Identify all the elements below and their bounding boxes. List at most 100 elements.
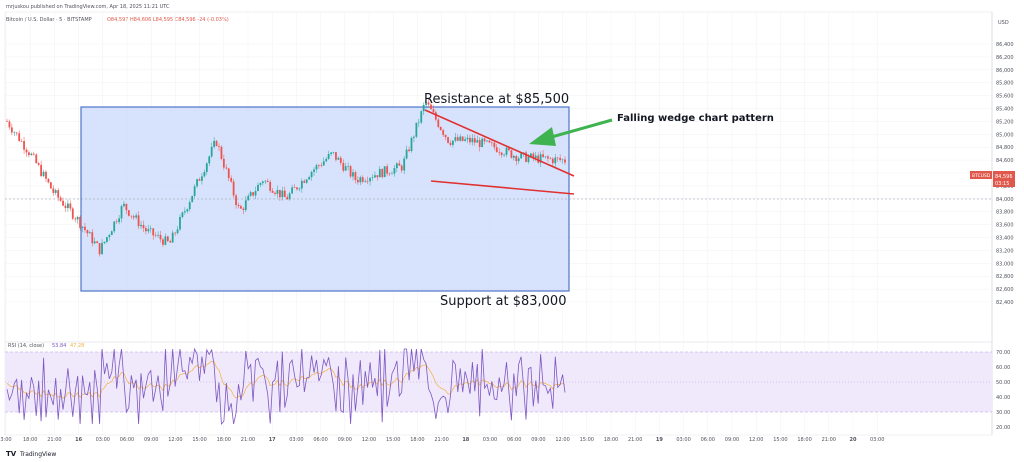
candle-body [108, 235, 111, 238]
candle-body [547, 156, 549, 159]
candle-body [537, 155, 540, 163]
candle-body [198, 179, 201, 181]
candle-body [186, 209, 189, 212]
price-tick-label: 83,200 [996, 248, 1014, 254]
candle-body [478, 140, 481, 148]
candle-body [403, 158, 406, 171]
candle-body [57, 190, 60, 198]
candle-body [508, 147, 510, 151]
candle-body [398, 163, 401, 166]
candle-body [28, 152, 30, 156]
candle-body [84, 226, 86, 231]
candle-body [447, 137, 449, 143]
candle-body [247, 195, 250, 201]
wedge-label: Falling wedge chart pattern [617, 113, 774, 124]
candlestick-series [6, 98, 566, 257]
candle-body [486, 140, 488, 142]
candle-body [266, 180, 269, 182]
price-tick-label: 85,000 [996, 132, 1014, 138]
candle-body [317, 165, 320, 166]
candle-body [135, 215, 138, 218]
candle-body [544, 156, 547, 158]
candle-body [430, 104, 432, 110]
candle-body [539, 154, 542, 163]
footer-brand: TradingView [19, 451, 56, 458]
candle-body [500, 152, 503, 155]
publisher-info: mrjuskou published on TradingView.com, A… [6, 4, 170, 10]
time-tick-label: 21:00 [241, 437, 255, 443]
candle-body [556, 157, 559, 159]
wedge-upper-line[interactable] [424, 109, 575, 177]
candle-body [86, 230, 89, 234]
candle-body [400, 165, 403, 171]
candle-body [62, 200, 64, 206]
candle-body [174, 232, 177, 234]
price-tick-label: 84,000 [996, 197, 1014, 203]
candle-body [271, 190, 274, 193]
candle-body [169, 241, 172, 243]
candle-body [456, 137, 459, 141]
candle-body [352, 172, 354, 177]
candle-body [218, 145, 220, 147]
candle-body [123, 203, 125, 207]
candle-body [442, 130, 445, 135]
time-tick-label: 06:00 [313, 437, 327, 443]
rsi-axis: 70.00 60.00 50.00 40.00 30.00 20.00 [996, 350, 1010, 431]
symbol-badge [970, 171, 992, 179]
time-tick-label: 06:00 [120, 437, 134, 443]
candle-body [471, 138, 474, 143]
candle-body [339, 157, 342, 163]
candle-body [47, 178, 50, 183]
time-tick-label: 18:00 [604, 437, 618, 443]
candle-body [23, 141, 25, 150]
time-tick-label: 12:00 [749, 437, 763, 443]
time-tick-label: 03:00 [96, 437, 110, 443]
wedge-lower-line[interactable] [430, 180, 575, 195]
candle-body [274, 192, 276, 194]
candle-body [364, 181, 367, 182]
candle-body [427, 102, 430, 105]
candle-body [140, 224, 142, 227]
candle-body [313, 169, 315, 172]
candle-body [54, 190, 57, 193]
candle-body [144, 228, 147, 232]
candle-body [235, 195, 237, 206]
candle-body [361, 177, 364, 182]
candle-body [527, 156, 530, 162]
candle-body [529, 153, 532, 157]
candle-body [283, 190, 286, 198]
candle-body [115, 221, 118, 223]
countdown: 03:15 [995, 181, 1009, 187]
candle-body [64, 205, 67, 209]
price-tick-label: 85,800 [996, 81, 1014, 87]
candle-body [417, 122, 420, 124]
candle-body [376, 175, 379, 178]
time-tick-label: 09:00 [725, 437, 739, 443]
candle-body [549, 158, 552, 159]
rsi-line [6, 347, 566, 426]
candle-body [210, 146, 213, 157]
time-tick-label: 18:00 [797, 437, 811, 443]
time-axis: 3:00 18:00 21:00 16 03:00 06:00 09:00 12:00 15:0… [0, 437, 884, 443]
time-tick-label: 3:00 [0, 437, 11, 443]
candle-body [13, 132, 16, 134]
candle-body [45, 171, 47, 179]
candle-body [183, 211, 186, 213]
candle-body [517, 158, 520, 162]
candle-body [466, 137, 469, 140]
candle-body [120, 206, 123, 219]
candle-body [534, 155, 537, 159]
candle-body [67, 203, 69, 209]
candle-body [196, 179, 198, 187]
candle-body [113, 221, 116, 232]
candle-body [254, 191, 257, 196]
candle-body [525, 152, 527, 162]
candle-body [25, 149, 28, 153]
candle-body [452, 140, 454, 145]
candle-body [564, 159, 566, 163]
rsi-value: 53.84 [52, 343, 66, 349]
candle-body [483, 138, 486, 142]
candle-body [322, 161, 325, 166]
price-tick-label: 83,400 [996, 236, 1014, 242]
